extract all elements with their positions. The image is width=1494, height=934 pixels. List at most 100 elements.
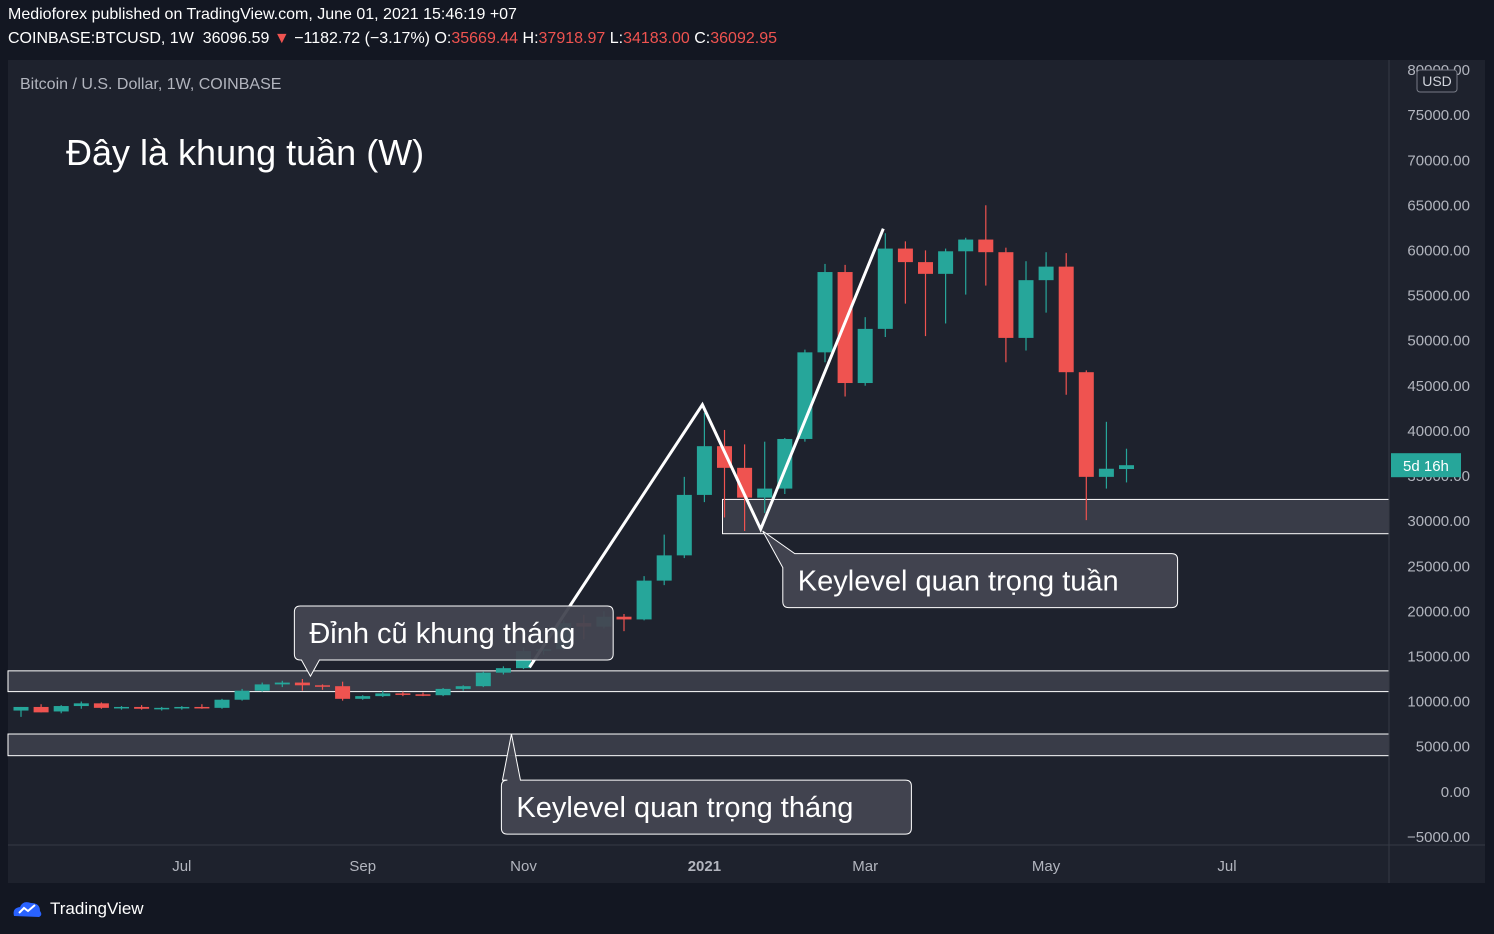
candle-body — [958, 239, 974, 252]
callout-label: Keylevel quan trọng tháng — [516, 792, 853, 824]
candle-body — [938, 251, 954, 274]
low-label: L: — [609, 30, 624, 47]
candle-body — [234, 690, 250, 700]
footer-brand[interactable]: TradingView — [10, 898, 144, 920]
close-label: C: — [694, 30, 711, 47]
down-arrow-icon: ▼ — [273, 30, 290, 47]
candle-body — [616, 616, 632, 620]
y-tick-label: 75000.00 — [1407, 107, 1470, 124]
x-tick-label: 2021 — [688, 858, 721, 875]
countdown-badge: 5d 16h — [1391, 453, 1461, 478]
candle-body — [877, 248, 893, 329]
y-tick-label: 40000.00 — [1407, 423, 1470, 440]
callout: Keylevel quan trọng tháng — [500, 733, 912, 835]
ohlc-legend: COINBASE:BTCUSD, 1W 36096.59 ▼ −1182.72 … — [8, 30, 777, 48]
candle-body — [656, 555, 672, 581]
candle-body — [1058, 266, 1074, 373]
candle-body — [435, 688, 451, 696]
candle-body — [757, 488, 773, 498]
candle-body — [415, 694, 431, 696]
candle-body — [93, 703, 109, 708]
candle-body — [817, 272, 833, 353]
callout: Keylevel quan trọng tuần — [762, 530, 1179, 609]
candle-body — [1119, 465, 1134, 470]
candle-body — [455, 686, 471, 689]
countdown-label: 5d 16h — [1403, 458, 1449, 475]
candle-body — [676, 494, 692, 556]
x-tick-label: Jul — [1217, 858, 1236, 875]
candle-body — [13, 706, 29, 711]
candle-body — [33, 706, 49, 713]
callout-box — [293, 605, 614, 678]
callout-box — [762, 530, 1179, 609]
y-tick-label: 65000.00 — [1407, 197, 1470, 214]
high-value: 37918.97 — [538, 30, 606, 47]
y-tick-label: 60000.00 — [1407, 242, 1470, 259]
callout-box — [500, 733, 912, 835]
key-zone — [721, 498, 1390, 535]
callout-label: Đỉnh cũ khung tháng — [309, 618, 575, 650]
chart-title: Bitcoin / U.S. Dollar, 1W, COINBASE — [20, 76, 281, 93]
price-change: −1182.72 (−3.17%) — [294, 30, 430, 47]
candle-body — [73, 703, 89, 707]
last-price: 36096.59 — [202, 30, 270, 47]
publish-info: Medioforex published on TradingView.com,… — [8, 6, 517, 23]
close-value: 36092.95 — [710, 30, 777, 47]
candle-body — [214, 699, 230, 708]
y-tick-label: 45000.00 — [1407, 378, 1470, 395]
y-tick-label: 30000.00 — [1407, 513, 1470, 530]
candle-body — [335, 686, 351, 699]
low-value: 34183.00 — [623, 30, 690, 47]
candle-body — [114, 706, 129, 709]
x-tick-label: Mar — [852, 858, 878, 875]
candle-body — [1098, 468, 1114, 477]
currency-badge-frame — [1416, 69, 1458, 93]
y-tick-label: 5000.00 — [1416, 739, 1470, 756]
x-tick-label: Nov — [510, 858, 537, 875]
candle-body — [355, 696, 371, 699]
currency-label: USD — [1422, 73, 1452, 89]
key-zone — [7, 733, 1390, 757]
candle-body — [1078, 372, 1094, 477]
candle-body — [154, 707, 170, 710]
y-tick-label: 0.00 — [1441, 784, 1470, 801]
y-tick-label: 55000.00 — [1407, 288, 1470, 305]
y-tick-label: 20000.00 — [1407, 603, 1470, 620]
currency-badge: USD — [1416, 69, 1458, 93]
candle-body — [294, 682, 310, 686]
candle-body — [194, 706, 210, 709]
y-tick-label: 50000.00 — [1407, 333, 1470, 350]
candle-body — [1018, 280, 1034, 338]
annotation-title: Đây là khung tuần (W) — [66, 132, 424, 173]
candle-body — [636, 580, 652, 620]
open-label: O: — [434, 30, 452, 47]
open-value: 35669.44 — [451, 30, 519, 47]
callout-label: Keylevel quan trọng tuần — [798, 566, 1119, 598]
candle-body — [837, 272, 853, 384]
candle-body — [174, 706, 190, 709]
x-tick-label: Jul — [172, 858, 191, 875]
candle-body — [918, 262, 933, 274]
candle-body — [797, 352, 813, 439]
candle-body — [495, 668, 511, 673]
x-tick-label: May — [1032, 858, 1061, 875]
y-tick-label: 25000.00 — [1407, 558, 1470, 575]
candle-body — [897, 248, 913, 263]
y-tick-label: 10000.00 — [1407, 694, 1470, 711]
high-label: H: — [522, 30, 539, 47]
candle-body — [978, 239, 994, 253]
candle-body — [375, 693, 391, 697]
key-zone — [7, 670, 1390, 693]
candle-body — [998, 252, 1014, 338]
candle-body — [134, 706, 150, 709]
candle-body — [315, 685, 330, 687]
candle-body — [274, 682, 290, 685]
candle-body — [254, 684, 270, 691]
symbol-label: COINBASE:BTCUSD, 1W — [8, 30, 194, 47]
candle-body — [1038, 266, 1054, 281]
y-tick-label: −5000.00 — [1407, 829, 1470, 846]
candle-body — [395, 693, 411, 695]
y-tick-label: 15000.00 — [1407, 649, 1470, 666]
candle-body — [857, 328, 873, 384]
